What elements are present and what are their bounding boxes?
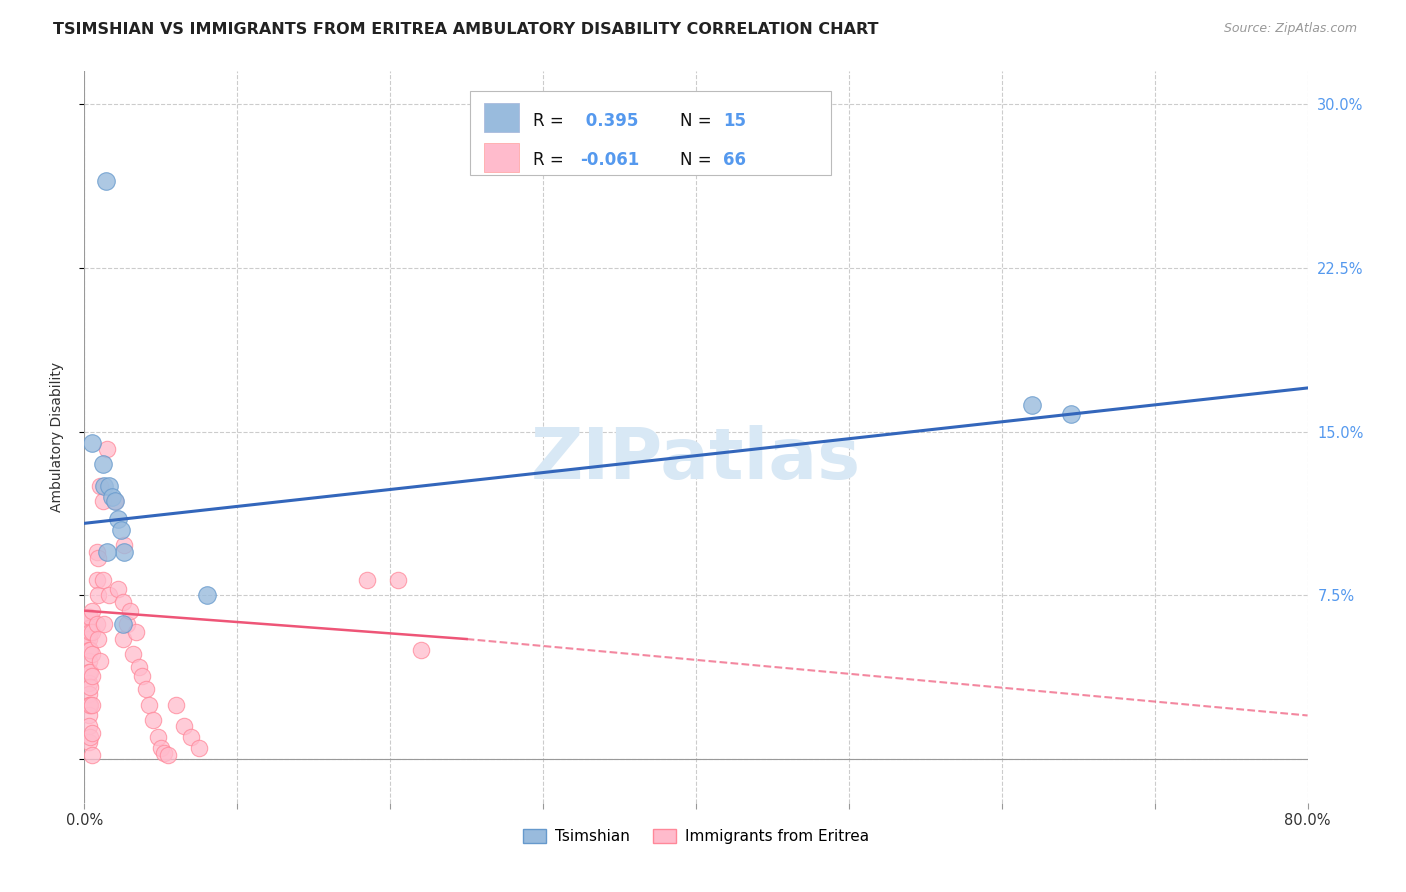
Point [77, 708, 100, 723]
Point [188, 741, 211, 756]
Point [125, 625, 148, 640]
Point [80, 648, 103, 662]
Point [87, 632, 110, 646]
Point [135, 682, 157, 697]
Point [157, 747, 180, 762]
Text: 15: 15 [723, 112, 745, 129]
Point [80, 747, 103, 762]
Text: 0.395: 0.395 [579, 112, 638, 129]
Point [80, 669, 103, 683]
Point [77, 687, 100, 701]
Point [89, 479, 111, 493]
Point [165, 698, 187, 712]
Point [76, 621, 98, 635]
Point [77, 675, 100, 690]
FancyBboxPatch shape [470, 91, 831, 175]
Point [409, 643, 432, 657]
Point [80, 726, 103, 740]
Point [77, 643, 100, 657]
Point [89, 654, 111, 668]
Point [104, 494, 127, 508]
Legend: Tsimshian, Immigrants from Eritrea: Tsimshian, Immigrants from Eritrea [517, 822, 875, 850]
Point [87, 551, 110, 566]
Point [96, 442, 118, 456]
Point [79, 625, 101, 640]
Text: 66: 66 [723, 151, 745, 169]
Point [149, 741, 172, 756]
Point [86, 545, 108, 559]
Point [79, 665, 101, 679]
Point [79, 698, 101, 712]
Point [80, 604, 103, 618]
Point [97, 588, 120, 602]
Point [111, 595, 134, 609]
Point [77, 665, 100, 679]
Point [77, 698, 100, 712]
Point [111, 632, 134, 646]
Point [79, 680, 101, 694]
Text: N =: N = [681, 151, 711, 169]
Point [138, 698, 160, 712]
Point [120, 604, 142, 618]
Point [79, 610, 101, 624]
Point [146, 731, 169, 745]
Point [142, 713, 165, 727]
Point [112, 545, 135, 559]
Point [93, 479, 115, 493]
Point [79, 731, 101, 745]
Point [101, 490, 124, 504]
Point [110, 523, 132, 537]
Point [1059, 407, 1081, 421]
Text: Source: ZipAtlas.com: Source: ZipAtlas.com [1223, 22, 1357, 36]
Point [91, 494, 114, 508]
Point [77, 654, 100, 668]
Point [111, 616, 134, 631]
Point [77, 734, 100, 748]
Point [80, 435, 103, 450]
Text: N =: N = [681, 112, 711, 129]
Text: TSIMSHIAN VS IMMIGRANTS FROM ERITREA AMBULATORY DISABILITY CORRELATION CHART: TSIMSHIAN VS IMMIGRANTS FROM ERITREA AMB… [53, 22, 879, 37]
Point [131, 669, 153, 683]
Point [180, 731, 202, 745]
Point [104, 494, 127, 508]
Point [86, 573, 108, 587]
FancyBboxPatch shape [484, 103, 519, 132]
Point [107, 512, 129, 526]
FancyBboxPatch shape [484, 143, 519, 172]
Y-axis label: Ambulatory Disability: Ambulatory Disability [49, 362, 63, 512]
Point [94, 173, 117, 187]
Point [77, 719, 100, 733]
Point [128, 660, 150, 674]
Text: R =: R = [533, 151, 564, 169]
Point [96, 545, 118, 559]
Point [80, 625, 103, 640]
Point [77, 610, 100, 624]
Point [91, 458, 114, 472]
Point [356, 573, 378, 587]
Point [80, 698, 103, 712]
Point [122, 648, 145, 662]
Point [86, 616, 108, 631]
Point [87, 588, 110, 602]
Point [77, 632, 100, 646]
Point [107, 582, 129, 596]
Point [77, 621, 100, 635]
Point [387, 573, 409, 587]
Point [173, 719, 195, 733]
Point [76, 632, 98, 646]
Point [115, 616, 138, 631]
Text: R =: R = [533, 112, 564, 129]
Point [195, 588, 218, 602]
Point [97, 479, 120, 493]
Text: -0.061: -0.061 [579, 151, 638, 169]
Point [153, 746, 176, 760]
Text: ZIPatlas: ZIPatlas [531, 425, 860, 493]
Point [91, 573, 114, 587]
Point [112, 538, 135, 552]
Point [1021, 399, 1043, 413]
Point [93, 616, 115, 631]
Point [79, 643, 101, 657]
